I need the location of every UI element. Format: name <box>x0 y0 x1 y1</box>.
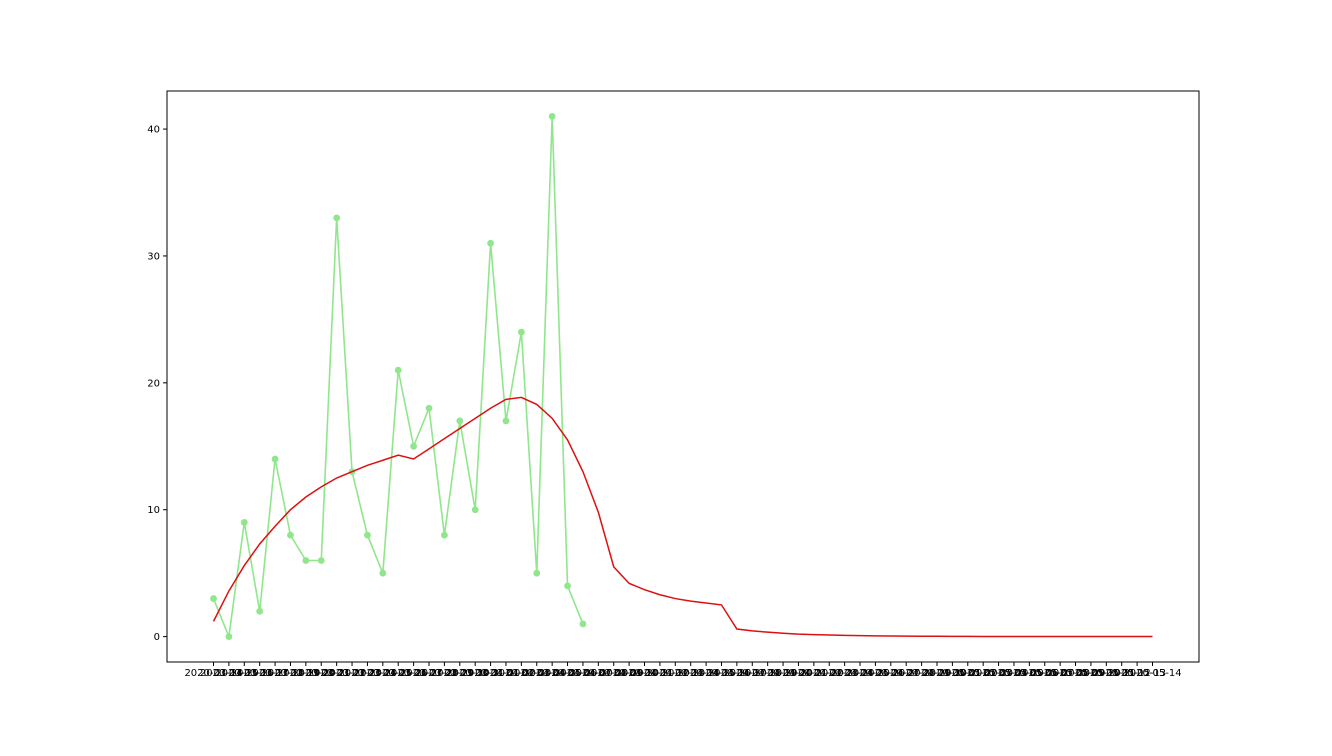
observed-data-point <box>379 570 386 577</box>
observed-data-point <box>456 418 463 425</box>
observed-data-point <box>210 595 217 602</box>
observed-data-point <box>410 443 417 450</box>
y-axis-ticks: 0 10 20 30 40 <box>147 125 167 644</box>
observed-data-point <box>287 532 294 539</box>
observed-data-point <box>426 405 433 412</box>
y-tick-label: 40 <box>147 125 160 136</box>
observed-series-line <box>214 116 583 636</box>
y-tick-label: 30 <box>147 251 160 262</box>
observed-data-point <box>580 621 587 628</box>
observed-data-point <box>503 418 510 425</box>
x-tick-label: 2020-05-14 <box>1123 668 1181 679</box>
y-tick-label: 0 <box>154 632 160 643</box>
observed-data-point <box>518 329 525 336</box>
observed-data-point <box>225 633 232 640</box>
observed-data-point <box>395 367 402 374</box>
series-layer <box>210 113 1152 640</box>
observed-data-point <box>533 570 540 577</box>
fit-series-line <box>214 397 1153 636</box>
y-tick-label: 20 <box>147 378 160 389</box>
observed-data-point <box>302 557 309 564</box>
observed-data-point <box>364 532 371 539</box>
observed-data-point <box>487 240 494 247</box>
observed-data-point <box>441 532 448 539</box>
plot-area-frame <box>167 91 1199 662</box>
observed-data-point <box>472 506 479 513</box>
x-axis-ticks: 2020-03-142020-03-152020-03-162020-03-17… <box>184 662 1181 679</box>
observed-data-point <box>318 557 325 564</box>
observed-data-point <box>272 456 279 463</box>
y-tick-label: 10 <box>147 505 160 516</box>
observed-data-point <box>241 519 248 526</box>
observed-data-point <box>549 113 556 120</box>
observed-data-point <box>564 582 571 589</box>
observed-data-point <box>256 608 263 615</box>
observed-data-point <box>333 214 340 221</box>
